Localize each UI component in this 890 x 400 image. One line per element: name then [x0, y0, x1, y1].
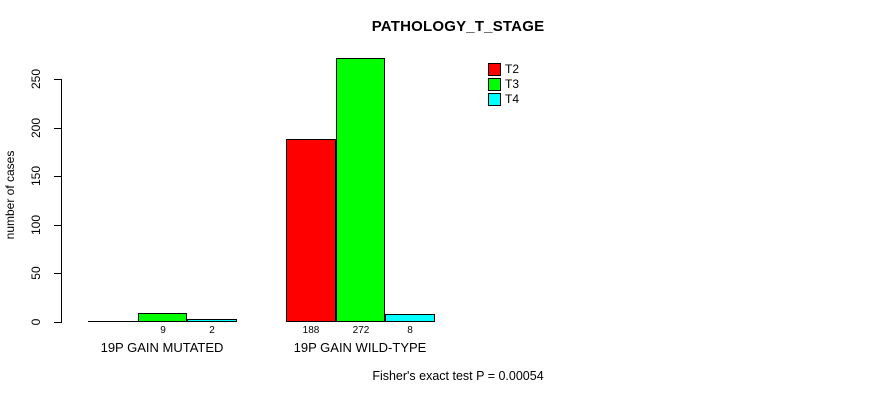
y-axis-line [61, 79, 62, 323]
legend-label-T3: T3 [505, 77, 520, 91]
bar-T2 [286, 139, 336, 322]
y-axis-tick-label: 50 [29, 266, 43, 280]
y-axis-tick-label: 0 [29, 318, 43, 326]
y-axis-tick-label: 250 [29, 68, 43, 90]
y-axis-tick-label: 150 [29, 165, 43, 187]
y-axis-tick-label: 100 [29, 214, 43, 236]
y-axis-tick [54, 79, 61, 80]
bar-T3 [336, 58, 385, 322]
bar-value-label: 188 [302, 325, 320, 336]
x-category-label: 19P GAIN MUTATED [100, 340, 224, 355]
y-axis-tick [54, 176, 61, 177]
y-axis-tick [54, 273, 61, 274]
legend-swatch-T2 [488, 63, 501, 76]
y-axis-tick-label: 200 [29, 117, 43, 139]
bar-T4 [187, 319, 237, 322]
bar-value-label: 8 [407, 325, 413, 336]
legend-label-T4: T4 [505, 92, 520, 106]
bar-T2-zero [88, 321, 138, 322]
statistical-test-note: Fisher's exact test P = 0.00054 [372, 369, 544, 383]
y-axis-tick [54, 225, 61, 226]
y-axis-title: number of cases [3, 150, 17, 240]
chart-title: PATHOLOGY_T_STAGE [371, 18, 545, 35]
bar-value-label: 2 [209, 325, 215, 336]
bar-value-label: 272 [352, 325, 370, 336]
y-axis-tick [54, 128, 61, 129]
bar-T4 [385, 314, 435, 322]
bar-T3 [138, 313, 187, 322]
bar-value-label: 9 [160, 325, 166, 336]
legend-swatch-T3 [488, 78, 501, 91]
y-axis-tick [54, 322, 61, 323]
legend-label-T2: T2 [505, 62, 520, 76]
legend-swatch-T4 [488, 93, 501, 106]
x-category-label: 19P GAIN WILD-TYPE [293, 340, 427, 355]
